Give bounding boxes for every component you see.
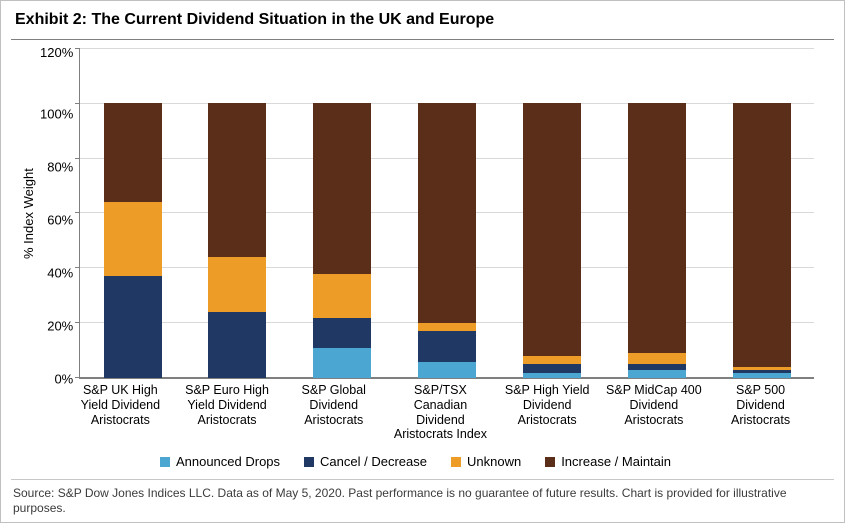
bar-segment-increase-maintain: [733, 103, 791, 367]
legend: Announced Drops Cancel / Decrease Unknown I…: [17, 442, 814, 475]
legend-item-announced-drops: Announced Drops: [160, 454, 280, 469]
bar-segment-announced-drops: [418, 362, 476, 379]
bar-segment-increase-maintain: [523, 103, 581, 356]
x-axis-label: S&P High Yield Dividend Aristocrats: [499, 383, 595, 442]
legend-item-increase-maintain: Increase / Maintain: [545, 454, 671, 469]
y-axis-ticks: 120%100%80%60%40%20%0%: [40, 48, 79, 379]
y-tick-label: 20%: [47, 320, 73, 333]
legend-label: Cancel / Decrease: [320, 454, 427, 469]
bar-segment-increase-maintain: [418, 103, 476, 323]
bar-segment-increase-maintain: [313, 103, 371, 274]
legend-label: Increase / Maintain: [561, 454, 671, 469]
bars-group: [80, 48, 814, 378]
bar-segment-cancel-decrease: [313, 318, 371, 348]
y-tick-label: 100%: [40, 108, 73, 121]
legend-swatch: [451, 457, 461, 467]
bar-column: [523, 48, 581, 378]
legend-swatch: [545, 457, 555, 467]
bar-column: [418, 48, 476, 378]
bar-segment-unknown: [523, 356, 581, 364]
legend-label: Announced Drops: [176, 454, 280, 469]
bar-column: [104, 48, 162, 378]
x-axis-label: S&P MidCap 400 Dividend Aristocrats: [606, 383, 702, 442]
bar-segment-unknown: [208, 257, 266, 312]
x-axis-label: S&P Euro High Yield Dividend Aristocrats: [179, 383, 275, 442]
legend-item-cancel-decrease: Cancel / Decrease: [304, 454, 427, 469]
bar-segment-unknown: [313, 274, 371, 318]
bar-segment-increase-maintain: [104, 103, 162, 202]
bar-segment-unknown: [628, 353, 686, 364]
legend-swatch: [160, 457, 170, 467]
bar-segment-announced-drops: [313, 348, 371, 378]
bar-segment-unknown: [418, 323, 476, 331]
x-axis-label: S&P Global Dividend Aristocrats: [286, 383, 382, 442]
bar-segment-announced-drops: [628, 370, 686, 378]
source-note: Source: S&P Dow Jones Indices LLC. Data …: [11, 479, 834, 516]
bar-column: [313, 48, 371, 378]
bar-segment-cancel-decrease: [104, 276, 162, 378]
bar-column: [628, 48, 686, 378]
legend-item-unknown: Unknown: [451, 454, 521, 469]
bar-segment-cancel-decrease: [418, 331, 476, 361]
bar-segment-cancel-decrease: [523, 364, 581, 372]
chart-area: % Index Weight 120% 100% 80% 60% 40% 20% 0% S&…: [11, 48, 834, 475]
y-axis-label: % Index Weight: [17, 48, 40, 379]
bar-segment-increase-maintain: [628, 103, 686, 353]
bar-segment-announced-drops: [523, 373, 581, 379]
x-axis-label: S&P UK High Yield Dividend Aristocrats: [72, 383, 168, 442]
x-axis-labels: S&P UK High Yield Dividend AristocratsS&…: [17, 379, 814, 442]
chart-title: Exhibit 2: The Current Dividend Situatio…: [11, 9, 834, 40]
plot-area: [79, 48, 814, 379]
bar-segment-increase-maintain: [208, 103, 266, 257]
y-tick-label: 60%: [47, 214, 73, 227]
legend-label: Unknown: [467, 454, 521, 469]
y-tick-label: 80%: [47, 161, 73, 174]
x-axis-label: S&P 500 Dividend Aristocrats: [713, 383, 809, 442]
y-tick-label: 0%: [54, 373, 73, 386]
bar-segment-unknown: [104, 202, 162, 276]
bar-segment-announced-drops: [733, 373, 791, 379]
x-axis-label: S&P/TSX Canadian Dividend Aristocrats In…: [392, 383, 488, 442]
bar-column: [208, 48, 266, 378]
y-tick-label: 40%: [47, 267, 73, 280]
bar-column: [733, 48, 791, 378]
plot-row: % Index Weight 120%100%80%60%40%20%0%: [17, 48, 814, 379]
exhibit-container: Exhibit 2: The Current Dividend Situatio…: [0, 0, 845, 523]
y-tick-label: 120%: [40, 46, 73, 59]
legend-swatch: [304, 457, 314, 467]
bar-segment-cancel-decrease: [208, 312, 266, 378]
